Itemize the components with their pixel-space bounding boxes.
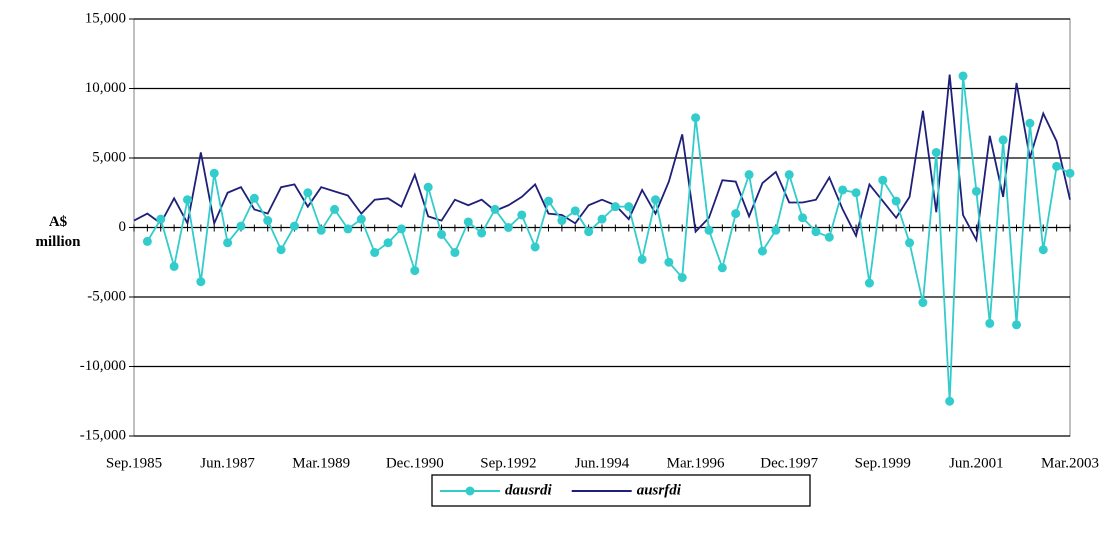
- data-point: [597, 214, 607, 224]
- data-point: [169, 261, 179, 271]
- data-point: [196, 277, 206, 287]
- data-point: [637, 254, 647, 264]
- x-tick-label: Jun.1987: [200, 455, 255, 471]
- data-point: [544, 196, 554, 206]
- data-point: [423, 182, 433, 192]
- data-point: [851, 188, 861, 198]
- legend: dausrdi ausrfdi: [431, 474, 811, 507]
- data-point: [717, 263, 727, 273]
- data-point: [182, 195, 192, 205]
- x-tick-label: Sep.1992: [480, 455, 536, 471]
- data-point: [477, 228, 487, 238]
- data-point: [971, 186, 981, 196]
- data-point: [370, 248, 380, 258]
- data-point: [798, 213, 808, 223]
- data-point: [570, 206, 580, 216]
- data-point: [276, 245, 286, 255]
- data-point: [517, 210, 527, 220]
- y-tick-label: 10,000: [85, 80, 126, 96]
- data-point: [784, 170, 794, 180]
- data-point: [958, 71, 968, 81]
- data-point: [945, 396, 955, 406]
- x-tick-label: Jun.1994: [575, 455, 630, 471]
- x-tick-label: Mar.1996: [667, 455, 725, 471]
- x-tick-label: Dec.1997: [760, 455, 818, 471]
- x-tick-label: Dec.1990: [386, 455, 444, 471]
- y-tick-label: 15,000: [85, 10, 126, 26]
- data-point: [410, 266, 420, 276]
- y-tick-label: -10,000: [80, 358, 126, 374]
- data-point: [1012, 320, 1022, 330]
- x-tick-label: Sep.1985: [106, 455, 162, 471]
- x-tick-label: Mar.1989: [292, 455, 350, 471]
- data-point: [1065, 168, 1075, 178]
- data-point: [811, 227, 821, 237]
- data-point: [156, 214, 166, 224]
- data-point: [1038, 245, 1048, 255]
- data-point: [610, 202, 620, 212]
- y-tick-label: 5,000: [92, 149, 126, 165]
- data-point: [918, 298, 928, 308]
- data-point: [316, 225, 326, 235]
- data-point: [878, 175, 888, 185]
- legend-label: ausrfdi: [637, 482, 682, 498]
- data-point: [490, 204, 500, 214]
- data-point: [303, 188, 313, 198]
- y-tick-label: 0: [119, 219, 127, 235]
- data-point: [343, 224, 353, 234]
- data-point: [450, 248, 460, 258]
- data-point: [249, 193, 259, 203]
- data-point: [263, 216, 273, 226]
- data-point: [771, 225, 781, 235]
- legend-label: dausrdi: [505, 482, 553, 498]
- data-point: [677, 273, 687, 283]
- data-point: [142, 236, 152, 246]
- data-point: [891, 196, 901, 206]
- data-point: [704, 225, 714, 235]
- data-point: [209, 168, 219, 178]
- data-point: [530, 242, 540, 252]
- x-tick-label: Mar.2003: [1041, 455, 1099, 471]
- x-tick-label: Sep.1999: [855, 455, 911, 471]
- x-tick-label: Jun.2001: [949, 455, 1004, 471]
- data-point: [1025, 118, 1035, 128]
- data-point: [584, 227, 594, 237]
- data-point: [236, 221, 246, 231]
- data-point: [731, 209, 741, 219]
- data-point: [396, 224, 406, 234]
- data-point: [864, 278, 874, 288]
- data-point: [824, 232, 834, 242]
- data-point: [905, 238, 915, 248]
- y-axis-label: A$ million: [35, 214, 81, 250]
- data-point: [985, 318, 995, 328]
- data-point: [463, 217, 473, 227]
- series-line: [146, 75, 1071, 402]
- data-point: [931, 147, 941, 157]
- data-point: [223, 238, 233, 248]
- data-point: [557, 216, 567, 226]
- data-point: [624, 202, 634, 212]
- data-point: [289, 221, 299, 231]
- data-point: [330, 204, 340, 214]
- data-point: [744, 170, 754, 180]
- series-line: [133, 74, 1071, 243]
- data-point: [650, 195, 660, 205]
- y-tick-label: -15,000: [80, 427, 126, 443]
- data-point: [1052, 161, 1062, 171]
- data-point: [838, 185, 848, 195]
- y-tick-label: -5,000: [87, 288, 126, 304]
- data-point: [356, 214, 366, 224]
- data-point: [998, 135, 1008, 145]
- legend-marker: [465, 486, 475, 496]
- data-point: [757, 246, 767, 256]
- data-point: [664, 257, 674, 267]
- data-point: [691, 113, 701, 123]
- data-point: [437, 229, 447, 239]
- data-point: [383, 238, 393, 248]
- data-point: [503, 223, 513, 232]
